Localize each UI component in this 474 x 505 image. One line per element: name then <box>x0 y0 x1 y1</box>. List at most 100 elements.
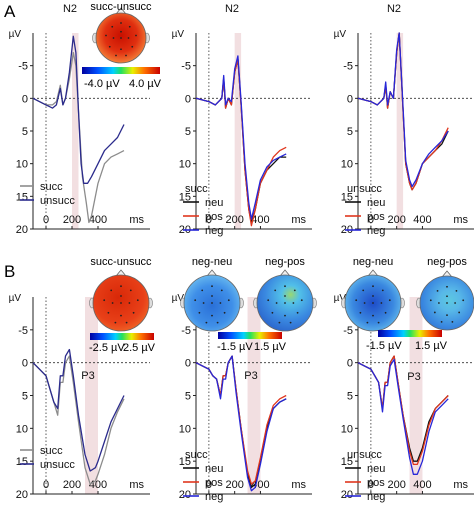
series-line-unsucc <box>32 348 125 472</box>
electrode-dot <box>107 311 110 314</box>
y-tick-label: 5 <box>185 126 191 138</box>
series-line-neg <box>195 55 287 220</box>
x-tick-label: 200 <box>63 479 81 491</box>
y-tick-label: 10 <box>179 159 191 171</box>
electrode-dot <box>219 302 222 304</box>
y-tick-label: 0 <box>185 93 191 105</box>
y-tick-label: 15 <box>179 191 191 203</box>
map-title-b-1: succ-unsucc <box>90 256 152 268</box>
electrode-dot <box>380 302 383 304</box>
electrode-dot <box>127 37 130 39</box>
electrode-dot <box>377 321 380 324</box>
y-tick-label: 10 <box>341 159 353 171</box>
electrode-dot <box>451 321 454 323</box>
nose-icon <box>279 269 291 277</box>
x-axis-label: ms <box>291 479 306 491</box>
electrode-dot <box>436 289 439 292</box>
electrode-dot <box>300 299 303 302</box>
nose-icon <box>115 269 127 277</box>
series-line-unsucc <box>32 35 125 184</box>
legend-title: succ <box>185 449 208 461</box>
legend-title: unsucc <box>347 183 382 195</box>
legend-label: succ <box>40 181 63 193</box>
x-tick-label: 400 <box>413 479 431 491</box>
x-tick-label: 400 <box>89 214 107 226</box>
x-tick-label: 400 <box>413 214 431 226</box>
colorbar-b-1-min: -2.5 µV <box>89 342 125 354</box>
analysis-window <box>234 33 242 229</box>
electrode-dot <box>429 299 432 302</box>
nose-icon <box>206 269 218 277</box>
colorbar-b-3-min: -1.5 µV <box>366 340 402 352</box>
electrode-dot <box>220 289 223 292</box>
y-tick-label: 15 <box>16 191 28 203</box>
y-tick-label: 0 <box>347 93 353 105</box>
electrode-dot <box>227 299 230 302</box>
electrode-dot <box>108 45 111 48</box>
electrode-dot <box>128 302 131 304</box>
x-axis-label: ms <box>129 479 144 491</box>
electrode-dot <box>278 321 281 324</box>
electrode-dot <box>363 302 366 304</box>
y-tick-label: -5 <box>18 61 28 73</box>
map-title-b-2: neg-neu <box>192 256 232 268</box>
electrode-dot <box>372 314 374 317</box>
electrode-dot <box>135 34 137 37</box>
analysis-window <box>72 33 79 229</box>
electrode-dot <box>359 311 362 314</box>
series-line-neg <box>357 32 449 188</box>
y-tick-label: 10 <box>341 423 353 435</box>
x-tick-label: 0 <box>206 479 212 491</box>
map-title-b-5: neg-pos <box>427 256 467 268</box>
erp-plot-4: -5 0 5 10 15 20 µV 0 200 400 ms P3 succ unsucc <box>9 293 150 501</box>
panel-label-a: A <box>4 2 16 21</box>
electrode-dot <box>205 321 208 324</box>
scalp-topomap-2 <box>89 269 153 332</box>
scalp-topomap-5 <box>341 269 405 332</box>
electrode-dot <box>115 54 117 57</box>
y-tick-label: 5 <box>347 126 353 138</box>
y-tick-label: 0 <box>22 93 28 105</box>
y-axis-label: µV <box>172 293 185 304</box>
electrode-dot <box>355 299 358 302</box>
legend-label: pos <box>205 477 223 489</box>
legend-label: neu <box>205 463 223 475</box>
colorbar-b-3 <box>378 330 442 337</box>
y-tick-label: -5 <box>343 325 353 337</box>
electrode-dot <box>202 302 205 304</box>
electrode-dot <box>292 302 295 304</box>
electrode-dot <box>120 285 122 288</box>
legend-label: neu <box>205 197 223 209</box>
legend-label: neu <box>367 197 385 209</box>
electrode-dot <box>211 314 213 317</box>
electrode-dot <box>132 311 135 314</box>
y-tick-label: 20 <box>16 224 28 236</box>
electrode-dot <box>384 311 387 314</box>
y-tick-label: -5 <box>18 325 28 337</box>
legend-label: neg <box>367 491 385 503</box>
y-tick-label: 10 <box>179 423 191 435</box>
legend-label: neg <box>205 225 223 237</box>
electrode-dot <box>136 299 139 302</box>
colorbar-b-2 <box>218 332 282 339</box>
y-tick-label: 5 <box>22 126 28 138</box>
electrode-dot <box>372 302 374 304</box>
electrode-dot <box>446 302 448 304</box>
legend-label: neg <box>205 491 223 503</box>
y-axis-label: µV <box>9 293 22 304</box>
electrode-dot <box>372 295 374 297</box>
electrode-dot <box>284 302 286 304</box>
electrode-dot <box>289 321 292 324</box>
electrode-dot <box>120 302 122 304</box>
legend-title: succ <box>185 183 208 195</box>
electrode-dot <box>111 25 114 28</box>
x-tick-label: 200 <box>225 479 243 491</box>
colorbar-b-2-min: -1.5 µV <box>217 341 253 353</box>
x-tick-label: 200 <box>387 479 405 491</box>
electrode-dot <box>129 289 132 292</box>
electrode-dot <box>372 285 374 288</box>
y-tick-label: 5 <box>22 391 28 403</box>
